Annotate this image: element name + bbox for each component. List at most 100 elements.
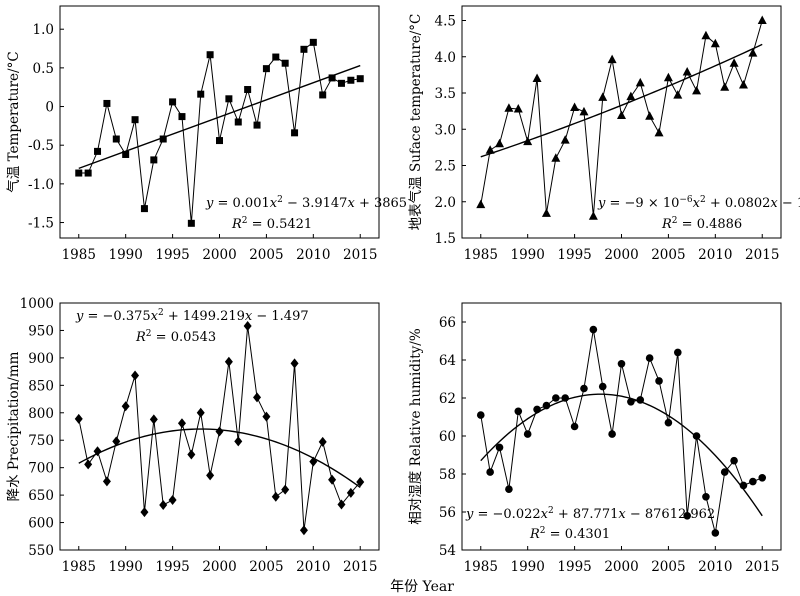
data-point xyxy=(196,407,205,418)
y-tick-label: 550 xyxy=(28,543,54,559)
data-point xyxy=(75,169,83,177)
y-tick-label: 1.5 xyxy=(435,231,456,247)
y-tick-label: -1.5 xyxy=(28,216,54,232)
x-tick-label: 1985 xyxy=(62,559,96,575)
y-tick-label: -0.5 xyxy=(28,138,54,154)
data-point xyxy=(692,85,702,95)
y-tick-label: 56 xyxy=(439,505,456,521)
data-point xyxy=(216,137,223,145)
regression-equation: y = −9 × 10−6x2 + 0.0802x − 125.7 xyxy=(597,195,800,211)
trend-curve xyxy=(480,393,763,517)
y-tick-label: 950 xyxy=(28,323,54,339)
data-point xyxy=(588,211,598,220)
data-point xyxy=(495,443,504,452)
data-point xyxy=(748,48,758,57)
y-axis-label: 降水 Precipitation/mm xyxy=(6,351,22,501)
y-tick-label: 0 xyxy=(45,100,54,116)
r-squared-value: = 0.0543 xyxy=(152,330,217,345)
data-point xyxy=(579,106,589,116)
r-squared-sup: 2 xyxy=(540,526,546,536)
eq-coef-b: + 87.771 xyxy=(554,507,619,522)
data-point xyxy=(300,45,308,53)
x-tick-label: 2000 xyxy=(604,559,638,575)
data-point xyxy=(356,476,365,487)
x-tick-label: 2005 xyxy=(651,559,685,575)
panel-humidity: 1985 1990 1995 2000 2005 2010 2015 66 64 62 60 58 56… xyxy=(408,302,782,575)
data-point xyxy=(112,135,120,143)
eq-y-var: y xyxy=(205,196,214,211)
data-point xyxy=(654,127,664,137)
trend-line xyxy=(78,64,361,170)
data-point xyxy=(607,54,617,64)
x-tick-label: 1985 xyxy=(62,247,96,263)
panel-precip: 1985 1990 1995 2000 2005 2010 2015 1000 950 900 85… xyxy=(6,296,380,575)
data-point xyxy=(645,354,654,362)
x-tick-label: 2015 xyxy=(343,559,377,575)
y-tick-label: 750 xyxy=(28,433,54,449)
data-point xyxy=(103,99,111,107)
regression-equation: y = −0.022x2 + 87.771x − 87612.962 xyxy=(465,506,715,522)
data-point xyxy=(486,468,494,476)
data-point xyxy=(234,118,242,126)
data-point xyxy=(682,66,692,76)
data-point xyxy=(476,411,485,419)
data-point xyxy=(244,86,252,94)
panel-surface: 1985 1990 1995 2000 2005 2010 2015 4.5 4.0 3.5 3.0… xyxy=(408,5,800,263)
y-tick-label: 850 xyxy=(28,378,54,394)
eq-x-var: x xyxy=(270,196,278,211)
r-squared: R2 = 0.0543 xyxy=(135,329,216,345)
data-point xyxy=(319,91,327,99)
r-squared-sup: 2 xyxy=(672,216,678,226)
data-point xyxy=(281,59,289,67)
data-point xyxy=(177,418,186,429)
y-tick-label: 0.5 xyxy=(33,61,54,77)
data-point xyxy=(290,358,299,369)
eq-x-var: x xyxy=(693,196,701,211)
data-point xyxy=(570,102,580,111)
eq-x-var: x xyxy=(347,196,355,211)
data-point xyxy=(309,38,317,46)
panel-temp: 1985 1990 1995 2000 2005 2010 2015 1.0 0.5 0 -0.5 -… xyxy=(6,5,407,263)
r-var: R xyxy=(231,217,242,232)
r-squared-value: = 0.5421 xyxy=(248,217,313,232)
data-point xyxy=(720,82,730,91)
eq-constant: − 125.7 xyxy=(778,196,800,211)
eq-coef-a: = 0.001 xyxy=(213,196,269,211)
data-point xyxy=(243,321,252,332)
eq-y-var: y xyxy=(465,507,474,522)
y-tick-label: 650 xyxy=(28,488,54,504)
x-tick-label: 2015 xyxy=(343,247,377,263)
y-tick-label: 60 xyxy=(439,429,456,445)
data-point xyxy=(589,325,598,334)
x-tick-label: 1990 xyxy=(510,247,544,263)
x-tick-label: 2000 xyxy=(604,247,638,263)
data-point xyxy=(608,430,616,438)
data-point xyxy=(710,38,720,48)
data-point xyxy=(552,394,560,402)
data-point xyxy=(504,103,514,112)
data-point xyxy=(159,135,167,143)
data-point xyxy=(281,484,290,495)
eq-constant: + 3865 xyxy=(355,196,407,211)
eq-x-var: x xyxy=(618,507,626,522)
data-point xyxy=(627,398,635,406)
data-point xyxy=(598,382,607,391)
data-point xyxy=(476,199,486,209)
data-point xyxy=(150,156,158,164)
eq-x-var: x xyxy=(541,507,549,522)
data-point xyxy=(122,150,130,158)
y-tick-label: 2.0 xyxy=(435,195,456,211)
data-point xyxy=(140,205,148,213)
x-tick-label: 1990 xyxy=(108,247,142,263)
y-tick-label: 54 xyxy=(439,543,456,559)
x-tick-label: 2015 xyxy=(745,247,779,263)
x-tick-label: 2000 xyxy=(202,559,236,575)
y-tick-label: 64 xyxy=(439,353,456,369)
data-point xyxy=(720,468,729,476)
data-point xyxy=(84,459,93,470)
regression-equation: y = 0.001x2 − 3.9147x + 3865 xyxy=(205,195,407,211)
data-point xyxy=(673,90,683,99)
y-tick-label: 600 xyxy=(28,516,54,532)
